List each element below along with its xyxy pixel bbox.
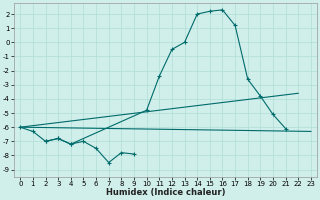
X-axis label: Humidex (Indice chaleur): Humidex (Indice chaleur) (106, 188, 225, 197)
